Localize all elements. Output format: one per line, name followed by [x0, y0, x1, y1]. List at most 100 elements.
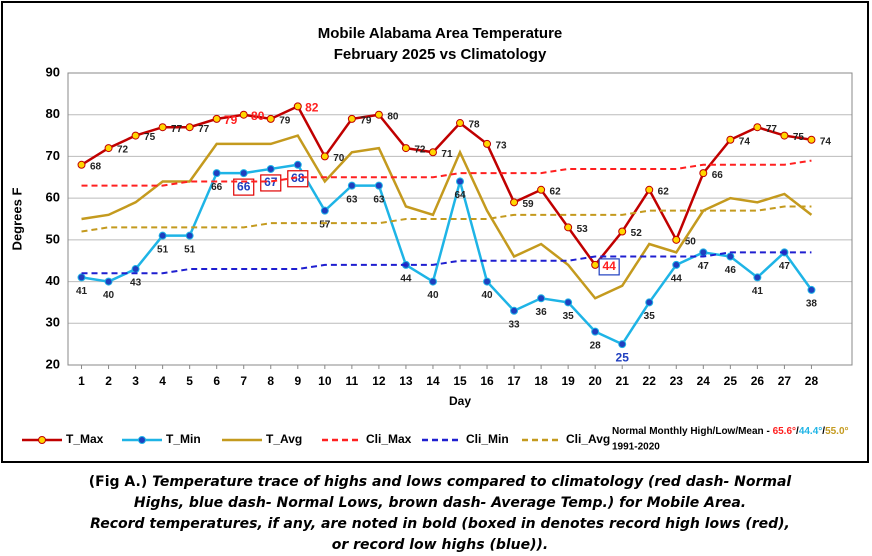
- series-line: [81, 134, 813, 300]
- normal-mean: 55.0°: [825, 426, 848, 437]
- y-tick-label: 90: [46, 64, 60, 79]
- data-label: 36: [536, 307, 548, 318]
- caption-text: Temperature trace of highs and lows comp…: [147, 474, 791, 490]
- x-axis-label: Day: [449, 394, 471, 408]
- y-tick-label: 70: [46, 148, 60, 163]
- data-label: 77: [766, 124, 778, 135]
- data-label: 57: [319, 219, 331, 230]
- point: [212, 114, 221, 123]
- data-label: 75: [793, 132, 805, 143]
- x-tick-label: 17: [507, 374, 521, 388]
- data-label: 35: [563, 311, 575, 322]
- record-box: [287, 170, 309, 188]
- x-tick-label: 11: [346, 374, 359, 388]
- point: [753, 273, 762, 282]
- legend-label: Cli_Avg: [566, 432, 610, 446]
- x-tick-label: 7: [240, 374, 247, 388]
- data-label: 68: [291, 171, 305, 185]
- caption-line: (Fig A.) Temperature trace of highs and …: [89, 474, 792, 490]
- point: [158, 231, 167, 240]
- y-tick-label: 60: [46, 190, 60, 205]
- data-label: 79: [224, 113, 238, 127]
- data-label: 53: [577, 224, 589, 235]
- data-label: 50: [685, 236, 697, 247]
- chart-title: Mobile Alabama Area Temperature: [318, 25, 563, 42]
- data-label: 66: [211, 182, 223, 193]
- point: [780, 131, 789, 140]
- x-tick-label: 25: [724, 374, 738, 388]
- data-label: 44: [602, 259, 616, 273]
- data-label: 77: [198, 124, 210, 135]
- point: [618, 340, 627, 349]
- caption-line: or record low highs (blue)).: [332, 537, 549, 553]
- normal-low: 44.4°: [799, 426, 822, 437]
- data-label: 62: [658, 186, 670, 197]
- point: [428, 277, 437, 286]
- data-label: 59: [523, 199, 535, 210]
- x-tick-label: 21: [616, 374, 630, 388]
- data-label: 72: [414, 145, 426, 156]
- point: [564, 223, 573, 232]
- point: [320, 206, 329, 215]
- x-tick-label: 24: [697, 374, 711, 388]
- data-label: 70: [333, 153, 345, 164]
- point: [239, 169, 248, 178]
- point: [320, 152, 329, 161]
- y-tick-label: 40: [46, 273, 60, 288]
- data-label: 82: [305, 101, 319, 115]
- point: [347, 114, 356, 123]
- sep: /: [822, 426, 825, 437]
- point: [537, 185, 546, 194]
- point: [266, 164, 275, 173]
- point: [104, 277, 113, 286]
- point: [537, 294, 546, 303]
- point: [807, 135, 816, 144]
- point: [77, 273, 86, 282]
- data-label: 63: [373, 194, 385, 205]
- series-line: [81, 251, 812, 275]
- data-label: 79: [279, 116, 291, 127]
- point: [104, 144, 113, 153]
- data-label: 51: [157, 244, 169, 255]
- data-label: 66: [237, 179, 251, 193]
- point: [347, 181, 356, 190]
- point: [618, 227, 627, 236]
- point: [266, 114, 275, 123]
- point: [212, 169, 221, 178]
- point: [699, 169, 708, 178]
- data-label: 73: [495, 141, 507, 152]
- data-label: 40: [427, 290, 439, 301]
- x-tick-label: 28: [805, 374, 819, 388]
- x-tick-label: 26: [751, 374, 765, 388]
- record-box: [233, 178, 255, 196]
- caption-lead: (Fig A.): [89, 474, 147, 490]
- legend-marker: [138, 436, 146, 444]
- y-tick-label: 30: [46, 315, 60, 330]
- data-label: 80: [251, 109, 265, 123]
- data-label: 71: [441, 149, 453, 160]
- series-line: [80, 104, 812, 267]
- normal-high: 65.6°: [773, 426, 796, 437]
- x-tick-label: 22: [643, 374, 657, 388]
- x-tick-label: 14: [426, 374, 440, 388]
- sep: /: [796, 426, 799, 437]
- data-label: 78: [468, 120, 480, 131]
- point: [374, 110, 383, 119]
- caption-line: Highs, blue dash- Normal Lows, brown das…: [134, 495, 746, 511]
- x-tick-label: 6: [213, 374, 220, 388]
- chart-subtitle: February 2025 vs Climatology: [334, 46, 547, 63]
- data-label: 62: [550, 186, 562, 197]
- normals-period: 1991-2020: [612, 442, 660, 453]
- legend-label: Cli_Min: [466, 432, 509, 446]
- data-label: 47: [698, 261, 710, 272]
- point: [185, 231, 194, 240]
- caption-line: Record temperatures, if any, are noted i…: [90, 516, 790, 532]
- point: [483, 277, 492, 286]
- point: [158, 123, 167, 132]
- data-label: 63: [346, 194, 358, 205]
- x-tick-label: 8: [267, 374, 274, 388]
- x-tick-label: 16: [480, 374, 494, 388]
- x-tick-label: 27: [778, 374, 792, 388]
- data-label: 25: [616, 350, 630, 364]
- point: [591, 260, 600, 269]
